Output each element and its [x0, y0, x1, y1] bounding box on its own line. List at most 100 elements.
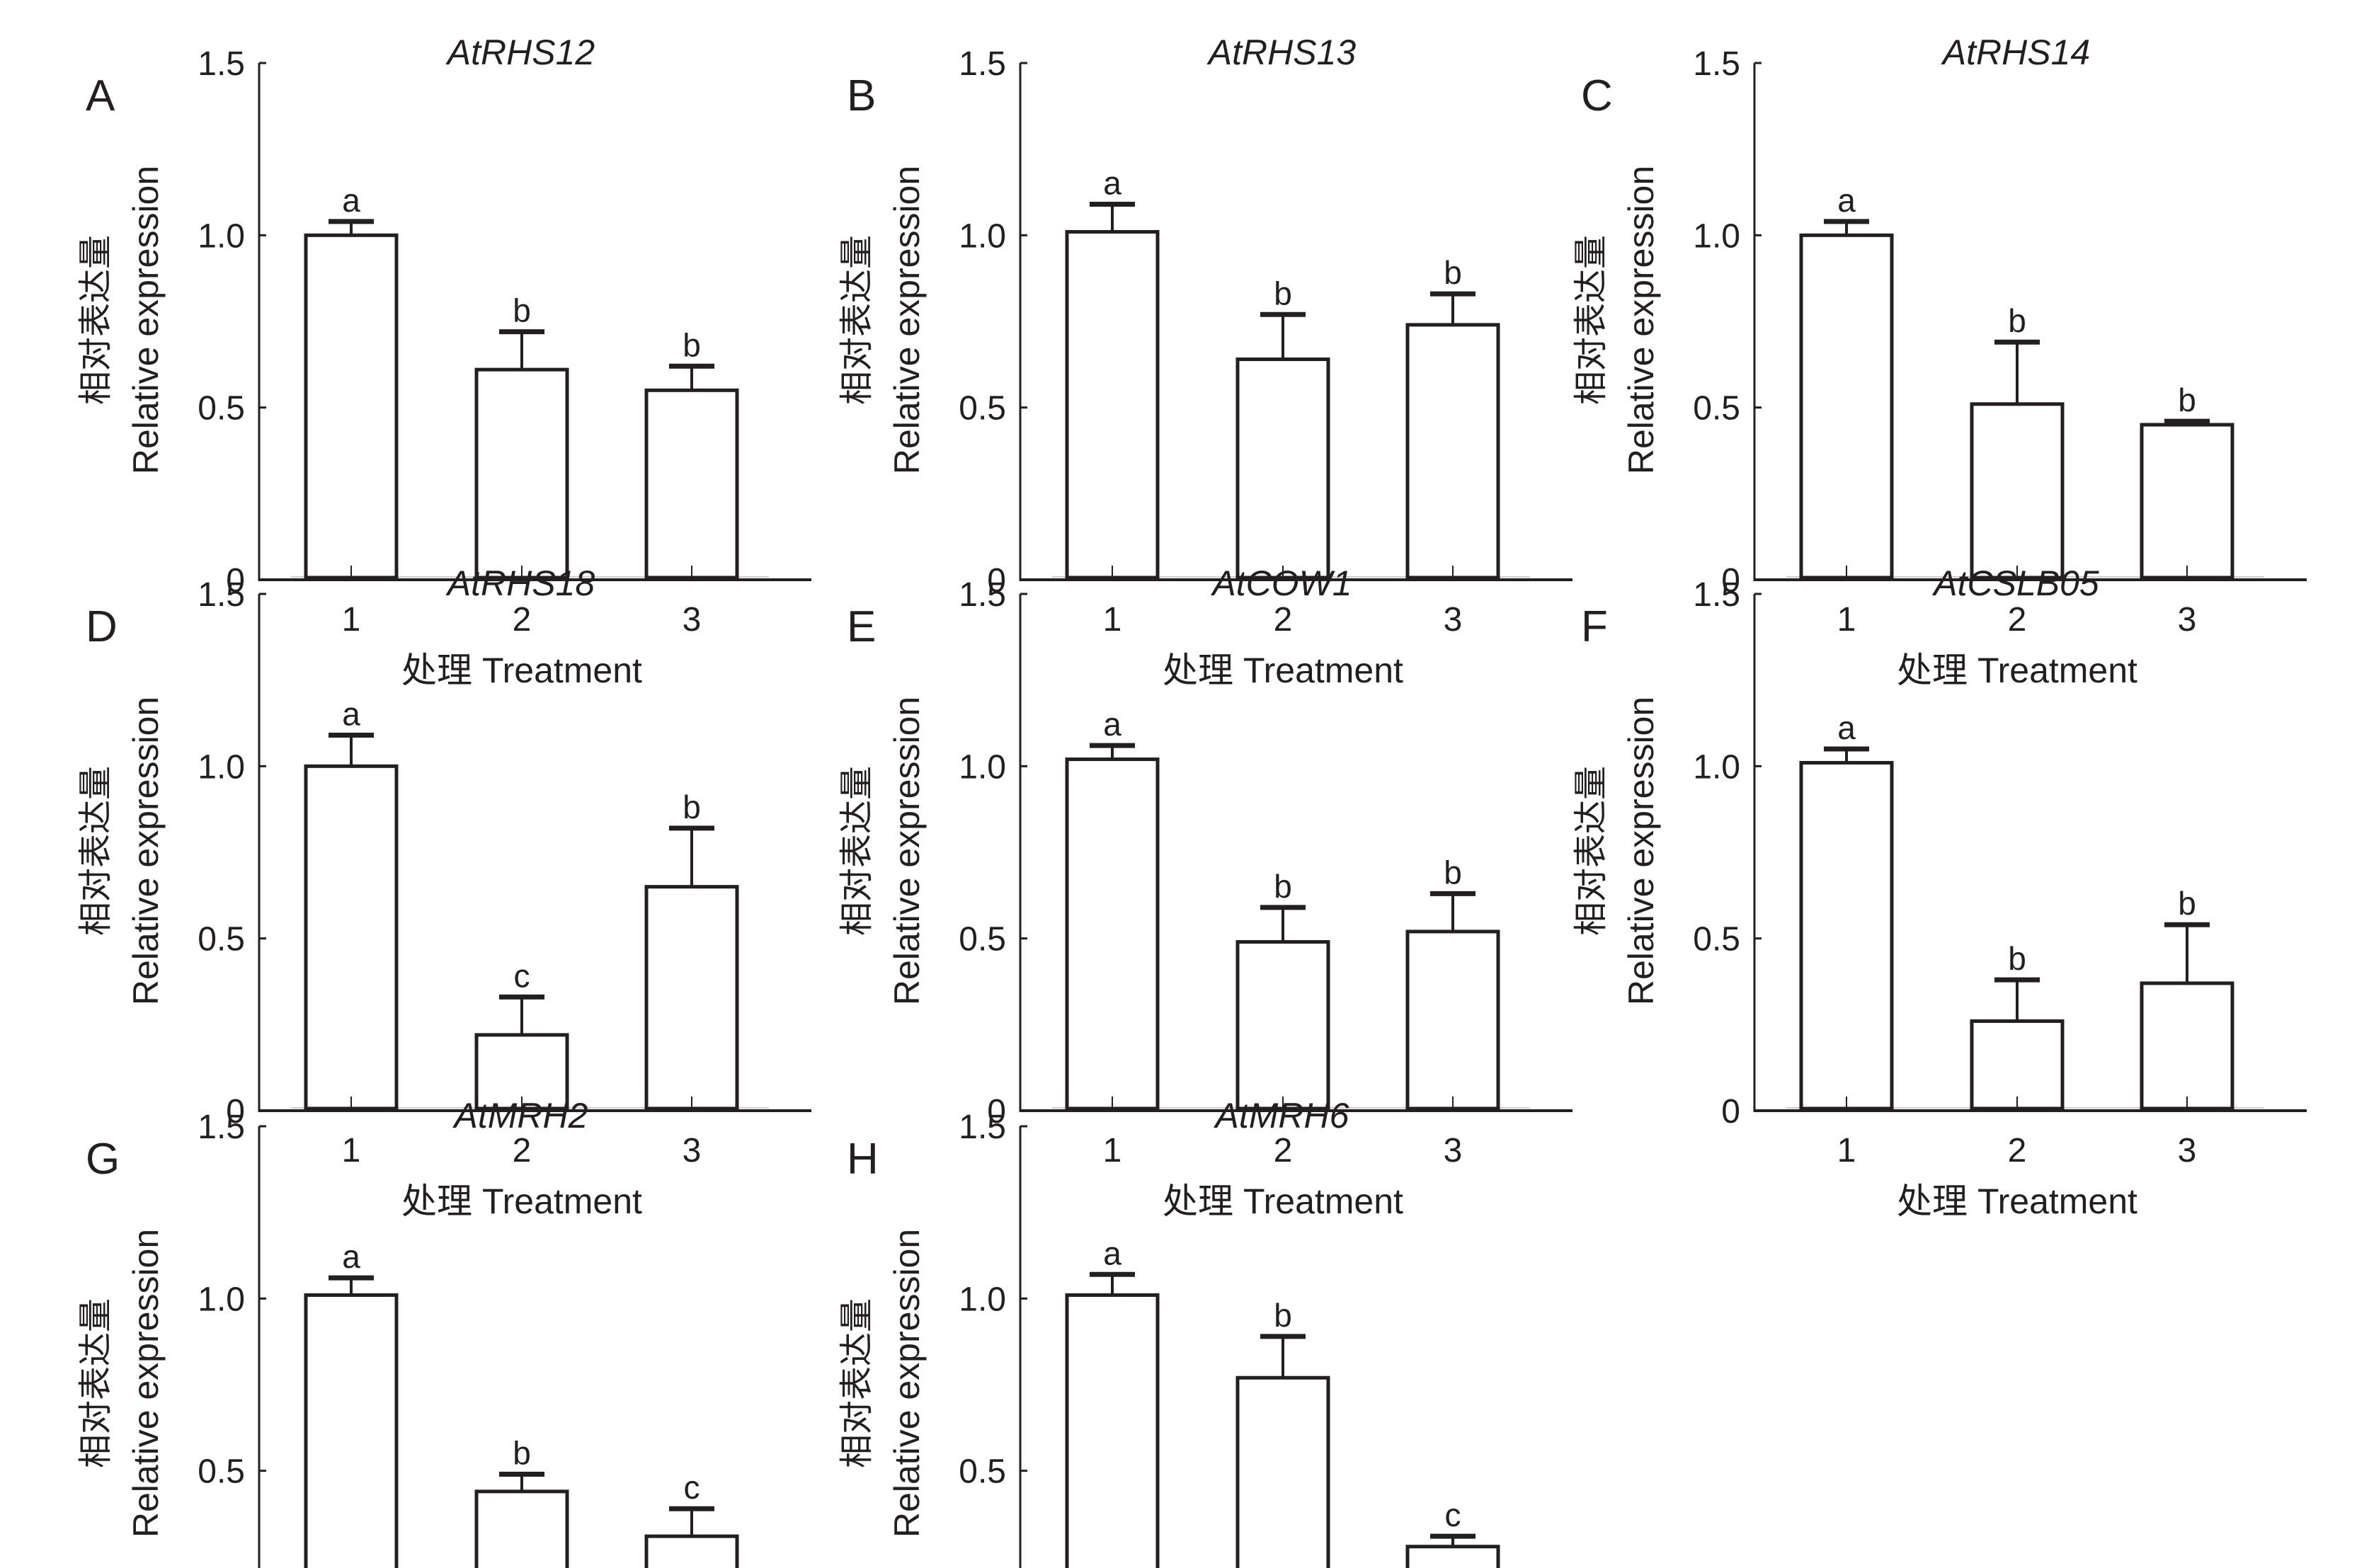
bar: [1235, 1375, 1330, 1568]
y-tick-label: 1.5: [198, 576, 245, 614]
bar: [304, 764, 399, 1111]
y-axis-label-cn: 相对表达量: [1572, 766, 1610, 936]
panel-e: E AtCOW1 相对表达量 Relative expression 0 0.5 1.0 1.…: [838, 563, 1572, 1221]
significance-letter: b: [513, 292, 531, 329]
panel-h: H AtMRH6 相对表达量 Relative expression 0 0.5 1.0 1.…: [838, 1096, 1500, 1568]
y-axis-label-en: Relative expression: [887, 166, 927, 474]
x-tick-label: 2: [513, 601, 532, 639]
panel-label: D: [86, 602, 118, 651]
significance-letter: c: [514, 957, 530, 994]
y-tick-label: 0.5: [198, 921, 245, 958]
x-tick-label: 2: [2008, 1132, 2027, 1169]
significance-letter: b: [1274, 275, 1292, 311]
bar: [2140, 423, 2234, 580]
y-tick-label: 1.0: [959, 748, 1006, 786]
x-tick-label: 1: [1837, 601, 1856, 639]
bar: [1970, 402, 2065, 580]
bar: [474, 1033, 569, 1111]
chart-title: AtMRH2: [452, 1096, 588, 1135]
panel-b: B AtRHS13 相对表达量 Relative expression 0 0.5 1.0 1…: [838, 33, 1572, 690]
x-tick-label: 2: [513, 1132, 532, 1169]
y-tick-label: 0.5: [959, 390, 1006, 428]
y-tick-label: 1.0: [1693, 748, 1740, 786]
panel-label: B: [847, 71, 876, 120]
x-tick-label: 1: [1837, 1132, 1856, 1169]
y-axis-label-en: Relative expression: [126, 1229, 166, 1538]
x-axis-label: 处理 Treatment: [401, 1181, 642, 1221]
y-axis-label-en: Relative expression: [126, 166, 166, 474]
panel-g: G AtMRH2 相对表达量 Relative expression 0 0.5 1.0 1.…: [77, 1096, 739, 1568]
panel-label: G: [86, 1135, 120, 1184]
x-tick-label: 3: [683, 601, 702, 639]
panel-label: C: [1581, 71, 1613, 120]
bar: [1235, 357, 1330, 580]
x-tick-label: 2: [2008, 601, 2027, 639]
x-tick-label: 1: [1103, 601, 1122, 639]
bar: [304, 233, 399, 580]
x-tick-label: 1: [342, 1132, 361, 1169]
significance-letter: a: [1837, 182, 1856, 219]
bar: [1799, 233, 1894, 580]
significance-letter: b: [513, 1435, 531, 1472]
y-tick-label: 1.0: [198, 1281, 245, 1318]
x-tick-label: 3: [683, 1132, 702, 1169]
significance-letter: b: [2178, 382, 2196, 418]
y-tick-label: 1.5: [959, 1109, 1006, 1146]
bar: [1065, 1293, 1160, 1568]
chart-title: AtRHS12: [445, 33, 595, 72]
x-tick-label: 2: [1274, 1132, 1293, 1169]
chart-title: AtRHS18: [445, 563, 595, 603]
y-axis-label-en: Relative expression: [126, 697, 166, 1005]
y-tick-label: 1.0: [198, 748, 245, 786]
chart-title: AtCOW1: [1210, 563, 1352, 603]
significance-letter: c: [684, 1469, 700, 1506]
chart-title: AtMRH6: [1214, 1096, 1349, 1135]
bar: [304, 1293, 399, 1568]
chart-title: AtCSLB05: [1931, 563, 2099, 603]
bar: [1235, 940, 1330, 1111]
y-tick-label: 0.5: [198, 1453, 245, 1491]
y-tick-label: 0.5: [1693, 921, 1740, 958]
y-axis-label-cn: 相对表达量: [1572, 235, 1610, 405]
y-tick-label: 0: [226, 1093, 245, 1131]
y-tick-label: 1.5: [198, 45, 245, 83]
x-tick-label: 1: [1103, 1132, 1122, 1169]
significance-letter: a: [1837, 709, 1856, 746]
y-axis-label-cn: 相对表达量: [77, 1298, 115, 1468]
y-tick-label: 0: [987, 562, 1006, 600]
x-axis-label: 处理 Treatment: [1163, 651, 1403, 690]
y-tick-label: 0.5: [1693, 390, 1740, 428]
y-axis-label-en: Relative expression: [887, 697, 927, 1005]
panel-c: C AtRHS14 相对表达量 Relative expression 0 0.5 1.0 1…: [1572, 33, 2307, 690]
panel-label: F: [1581, 602, 1608, 651]
y-axis-label-en: Relative expression: [887, 1229, 927, 1538]
bar: [1405, 323, 1500, 580]
panel-a: A AtRHS12 相对表达量 Relative expression 0 0.5 1.0 1…: [77, 33, 811, 690]
chart-title: AtRHS14: [1941, 33, 2090, 72]
bar: [644, 885, 739, 1111]
y-axis-label-cn: 相对表达量: [838, 766, 876, 936]
y-tick-label: 0: [1721, 562, 1740, 600]
y-tick-label: 1.0: [959, 217, 1006, 255]
significance-letter: a: [1103, 706, 1121, 743]
bar: [1405, 1545, 1500, 1568]
y-tick-label: 0: [1721, 1093, 1740, 1131]
significance-letter: a: [342, 182, 360, 219]
bar: [1065, 757, 1160, 1111]
y-tick-label: 0.5: [959, 1453, 1006, 1491]
panel-label: H: [847, 1135, 879, 1184]
y-axis-label-cn: 相对表达量: [838, 235, 876, 405]
x-tick-label: 3: [1444, 1132, 1463, 1169]
panel-label: A: [86, 71, 115, 120]
x-axis-label: 处理 Treatment: [1163, 1181, 1403, 1221]
panel-label: E: [847, 602, 876, 651]
panel-d: D AtRHS18 相对表达量 Relative expression 0 0.5 1.0 1…: [77, 563, 811, 1221]
y-tick-label: 1.0: [1693, 217, 1740, 255]
x-tick-label: 1: [342, 601, 361, 639]
x-axis-label: 处理 Treatment: [1897, 1181, 2137, 1221]
significance-letter: b: [683, 326, 701, 363]
bar: [1970, 1019, 2065, 1111]
significance-letter: b: [1274, 868, 1292, 905]
y-tick-label: 1.5: [959, 576, 1006, 614]
